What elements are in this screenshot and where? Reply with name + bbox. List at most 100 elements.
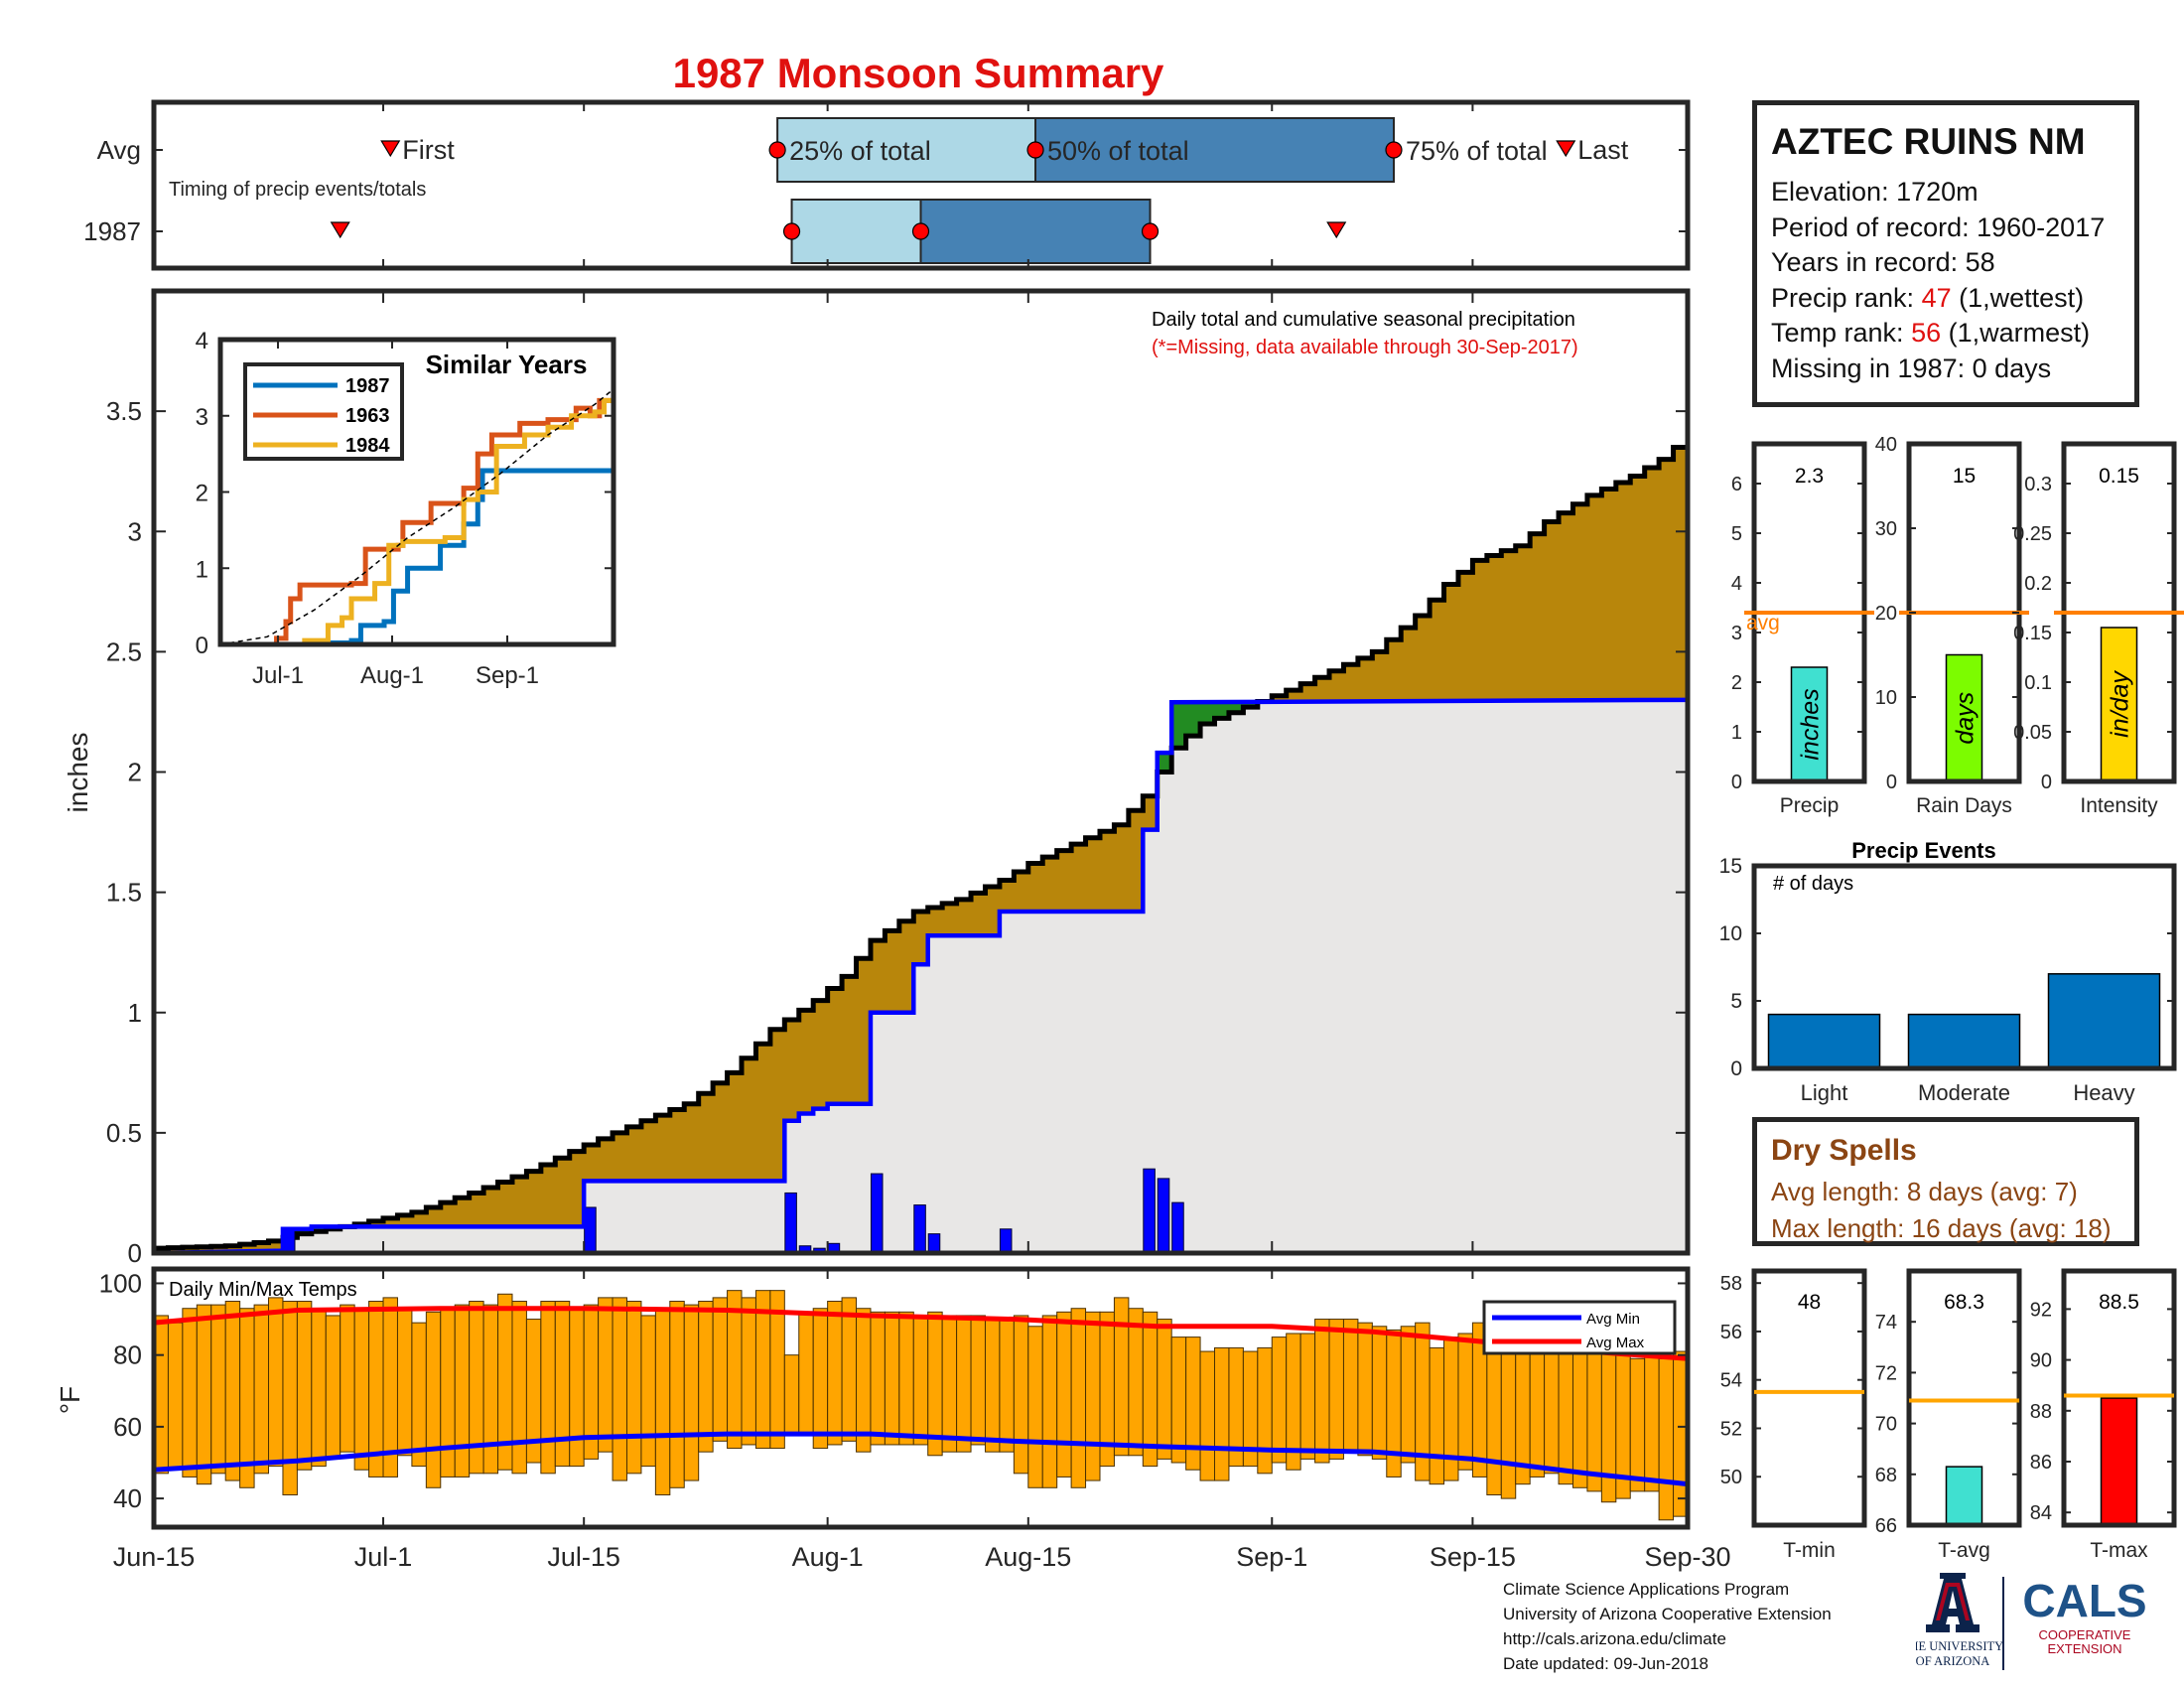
temp-summary-tavg: 66 68 70 72 74 68.3 T-avg [1875, 1268, 2022, 1562]
temp-ylabel: °F [55, 1386, 85, 1414]
raindays-value-text: 15 [1953, 465, 1976, 488]
observed-area [154, 699, 1688, 1253]
daily-temp-bar-101 [1600, 1346, 1617, 1503]
daily-temp-bar-10 [296, 1301, 313, 1471]
daily-temp-bar-45 [798, 1311, 814, 1435]
inset-legend-label-0: 1987 [345, 375, 390, 397]
cumulative-average-line [154, 435, 1691, 1251]
tavg-xlabel: T-avg [1938, 1539, 1990, 1562]
daily-temp-bar-74 [1214, 1346, 1230, 1481]
dry-spells-box: Dry Spells Avg length: 8 days (avg: 7) M… [1752, 1117, 2139, 1246]
inset-legend-label-1: 1963 [345, 405, 390, 427]
precip-ytick-label-5: 2.5 [106, 636, 142, 666]
daily-temp-bar-103 [1629, 1357, 1646, 1492]
precip-xlabel: Precip [1780, 794, 1840, 817]
raindays-ytick-label-4: 40 [1875, 434, 1897, 456]
tmax-xlabel: T-max [2090, 1539, 2148, 1562]
intensity-ytick-label-1: 0.05 [2013, 722, 2052, 744]
station-elevation: Elevation: 1720m [1771, 177, 1979, 207]
timing-panel: Avg 1987 Timing of precip events/totals Fir… [83, 99, 1691, 271]
intensity-ytick-label-6: 0.3 [2024, 474, 2052, 495]
inset-legend-label-2: 1984 [345, 435, 390, 457]
timing-row-label-avg: Avg [97, 135, 141, 165]
station-name: AZTEC RUINS NM [1771, 121, 2086, 162]
daily-temp-bar-13 [340, 1304, 355, 1453]
x-tick-label-5: Sep-1 [1236, 1542, 1307, 1572]
daily-temp-bar-17 [396, 1308, 413, 1457]
daily-temp-bar-2 [182, 1308, 198, 1477]
tmax-frame [2061, 1268, 2177, 1528]
timing-note: Timing of precip events/totals [169, 179, 426, 201]
temp-ytick-label-0: 40 [113, 1483, 142, 1513]
tavg-value-text: 68.3 [1944, 1291, 1984, 1314]
daily-temp-bar-65 [1085, 1311, 1101, 1481]
timing-row-label-year: 1987 [83, 216, 141, 246]
raindays-bar [1945, 653, 1983, 782]
precip-panel: 0 0.5 1 1.5 2 2.5 3 3.5 inches Daily total and cu… [63, 288, 1691, 1268]
daily-temp-bar-58 [984, 1319, 1001, 1453]
dry-spells-title: Dry Spells [1771, 1134, 1917, 1167]
event-category-0: Light [1801, 1080, 1848, 1105]
precip-rank-note: (1,wettest) [1951, 282, 2085, 313]
daily-temp-bar-50 [870, 1311, 886, 1446]
tmin-ytick-label-1: 52 [1720, 1418, 1742, 1440]
events-title: Precip Events [1851, 838, 1996, 863]
temp-note: Daily Min/Max Temps [169, 1279, 357, 1301]
precip-events-panel: Light Moderate Heavy 0 5 10 15 Precip Events # o… [1719, 838, 2177, 1105]
year-box-50-75 [919, 199, 1152, 264]
daily-temp-bar-29 [569, 1308, 585, 1468]
daily-precip-bar-9 [999, 1228, 1013, 1254]
daily-temp-bar-7 [253, 1304, 270, 1475]
intensity-xlabel: Intensity [2080, 794, 2158, 817]
inset-xtick-label-2: Sep-1 [476, 662, 539, 689]
temp-rank: Temp rank: 56 (1,warmest) [1771, 316, 2124, 352]
event-bar-heavy [2047, 973, 2161, 1069]
q75-label: 75% of total [1406, 136, 1548, 166]
tmin-ytick-label-2: 54 [1720, 1370, 1742, 1392]
credits: Climate Science Applications Program Uni… [1503, 1577, 1832, 1676]
q50-label: 50% of total [1047, 136, 1189, 166]
raindays-ytick-label-3: 30 [1875, 518, 1897, 540]
event-bar-moderate [1907, 1013, 2021, 1069]
precip-ytick-label-2: 1 [128, 998, 142, 1028]
events-frame [1751, 863, 2177, 1071]
daily-temp-bar-91 [1457, 1333, 1473, 1471]
raindays-xlabel: Rain Days [1916, 794, 2012, 817]
daily-temp-bar-69 [1142, 1311, 1159, 1468]
daily-temp-bar-48 [841, 1297, 858, 1442]
daily-temp-bar-3 [196, 1304, 212, 1485]
raindays-unit-label: days [1952, 692, 1979, 745]
precip-ylabel: inches [63, 733, 93, 813]
events-ylabel-note: # of days [1773, 873, 1853, 895]
station-missing: Missing in 1987: 0 days [1771, 352, 2052, 383]
daily-temp-bar-14 [353, 1308, 370, 1471]
precip-ytick-label-6: 3 [128, 516, 142, 546]
year-quantile-marker-3 [1141, 222, 1160, 240]
tmin-value-text: 48 [1798, 1291, 1821, 1314]
precip-ytick-label-3: 3 [1731, 623, 1742, 644]
inset-title: Similar Years [426, 350, 588, 379]
inset-xtick-label-1: Aug-1 [360, 662, 424, 689]
precip-ytick-label-7: 3.5 [106, 396, 142, 426]
raindays-ytick-label-0: 0 [1886, 772, 1897, 793]
daily-temp-bar-64 [1070, 1308, 1087, 1488]
daily-temp-bar-21 [454, 1304, 471, 1477]
cals-wordmark: CALS [2022, 1575, 2146, 1626]
daily-temp-bar-87 [1400, 1326, 1417, 1464]
inset-average-line [219, 388, 614, 645]
daily-temp-bar-36 [669, 1301, 685, 1488]
events-ytick-label-0: 0 [1730, 1057, 1742, 1080]
daily-temp-bar-77 [1257, 1346, 1273, 1475]
timing-frame [151, 99, 1691, 271]
precip-bar [1790, 666, 1829, 782]
ua-line-2: OF ARIZONA [1916, 1654, 1989, 1668]
avg-quantile-marker-2 [1026, 141, 1044, 159]
daily-temp-bar-95 [1515, 1333, 1531, 1485]
tavg-bar [1945, 1466, 1983, 1526]
daily-temp-bar-31 [598, 1297, 614, 1453]
logos: THE UNIVERSITY OF ARIZONA CALS COOPERATI… [1916, 1573, 2147, 1670]
inset-ytick-label-4: 4 [196, 328, 208, 354]
intensity-ytick-label-5: 0.25 [2013, 523, 2052, 545]
tavg-ytick-label-4: 74 [1875, 1312, 1897, 1334]
intensity-bar [2100, 627, 2138, 782]
